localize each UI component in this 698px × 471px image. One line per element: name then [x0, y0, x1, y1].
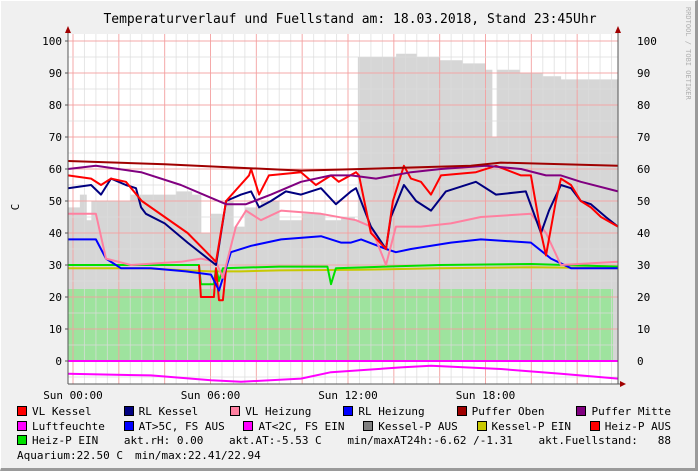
- series-heiz-p-ein: [68, 263, 619, 286]
- legend-label: VL Kessel: [32, 405, 92, 418]
- series-rl-heizung: [68, 235, 618, 292]
- y-tick-label: 90: [49, 67, 62, 80]
- legend-label: Kessel-P AUS: [378, 419, 458, 433]
- axis-arrow-icon: [615, 26, 621, 33]
- y-tick-label-right: 50: [637, 195, 650, 208]
- y-tick-label: 30: [49, 259, 62, 272]
- legend-item: RL Heizung: [343, 405, 425, 420]
- legend-stat: Aquarium:22.50 C: [17, 448, 123, 462]
- legend-label: Luftfeuchte: [32, 419, 105, 433]
- y-axis-label: C: [9, 204, 22, 211]
- watermark: RRDTOOL / TOBI OETIKER: [684, 7, 692, 101]
- legend-stat: akt.Fuellstand: 88: [538, 434, 671, 447]
- series-at-2c-fs-ein: [67, 364, 619, 383]
- y-tick-label: 10: [49, 323, 62, 336]
- legend-label: Heiz-P EIN: [32, 434, 99, 447]
- y-tick-label-right: 10: [637, 323, 650, 336]
- legend-item: Puffer Oben: [456, 405, 545, 420]
- series-puffer-mitte: [67, 164, 619, 206]
- x-tick-label: Sun 18:00: [456, 389, 516, 401]
- legend-label: Puffer Oben: [471, 405, 545, 418]
- legend-label: VL Heizung: [245, 405, 312, 418]
- y-tick-label-right: 0: [637, 355, 644, 368]
- legend-swatch: [123, 406, 134, 416]
- legend-label: Puffer Mitte: [591, 405, 671, 418]
- legend-item: VL Kessel: [17, 405, 92, 420]
- y-tick-label-right: 40: [637, 227, 650, 240]
- legend-item: Luftfeuchte: [17, 420, 105, 435]
- legend-row: Aquarium:22.50 C min/max:22.41/22.94: [17, 449, 683, 464]
- legend-swatch: [476, 420, 487, 431]
- y-tick-label-right: 30: [637, 259, 650, 272]
- chart-title: Temperaturverlauf und Fuellstand am: 18.…: [103, 12, 596, 27]
- series-vl-heizung: [68, 209, 619, 279]
- legend-row: Heiz-P EIN akt.rH: 0.00 akt.AT:-5.53 C min/…: [17, 434, 683, 449]
- legend-item: AT>5C, FS AUS: [123, 419, 225, 435]
- legend: VL Kessel RL Kessel VL Heizung RL Heizung Pu…: [17, 405, 683, 463]
- y-tick-label: 0: [55, 355, 62, 368]
- y-tick-label-right: 20: [637, 291, 650, 304]
- x-tick-label: Sun 00:00: [43, 389, 103, 401]
- plot-area: 0 0 10 10 20 20 30 30 40 40 50 50 60 60 70 70 80 80 90 90 10…: [42, 26, 657, 402]
- legend-swatch: [230, 406, 241, 416]
- legend-swatch: [343, 406, 354, 416]
- legend-stat: akt.AT:-5.53 C: [228, 434, 322, 447]
- legend-item: RL Kessel: [123, 405, 199, 420]
- y-tick-label-right: 60: [637, 163, 650, 176]
- legend-label: AT<2C, FS EIN: [258, 419, 345, 433]
- series-puffer-oben: [67, 160, 619, 172]
- legend-label: AT>5C, FS AUS: [138, 419, 225, 433]
- axis-arrow-icon: [620, 381, 626, 387]
- legend-stat: akt.rH: 0.00: [123, 434, 204, 447]
- legend-item: Heiz-P AUS: [589, 419, 671, 435]
- legend-swatch: [17, 406, 27, 416]
- series-heiz-p-aus: [198, 264, 228, 302]
- legend-label: Kessel-P EIN: [491, 419, 572, 433]
- legend-swatch: [576, 406, 587, 416]
- legend-item: AT<2C, FS EIN: [243, 419, 345, 435]
- legend-swatch: [589, 420, 600, 431]
- y-tick-label-right: 70: [637, 131, 650, 144]
- y-tick-label-right: 80: [637, 99, 650, 112]
- legend-item: Puffer Mitte: [576, 405, 671, 420]
- y-tick-label: 50: [49, 195, 62, 208]
- legend-row: VL Kessel RL Kessel VL Heizung RL Heizung Pu…: [17, 405, 683, 420]
- legend-label: RL Heizung: [358, 405, 425, 418]
- series-rl-kessel: [67, 177, 619, 266]
- legend-swatch: [363, 420, 374, 431]
- legend-swatch: [17, 420, 27, 431]
- legend-item: Kessel-P EIN: [476, 419, 572, 435]
- axis-arrow-icon: [65, 26, 71, 33]
- y-tick-label: 80: [49, 99, 62, 112]
- legend-swatch: [17, 435, 27, 445]
- legend-row: Luftfeuchte AT>5C, FS AUS AT<2C, FS EIN Kes…: [17, 420, 683, 435]
- legend-item: Kessel-P AUS: [363, 419, 458, 435]
- chart: Temperaturverlauf und Fuellstand am: 18.…: [9, 7, 692, 402]
- y-tick-label-right: 90: [637, 67, 650, 80]
- x-tick-label: Sun 12:00: [318, 389, 378, 401]
- x-tick-label: Sun 06:00: [181, 389, 241, 401]
- legend-swatch: [456, 406, 467, 416]
- legend-swatch: [243, 420, 254, 431]
- y-tick-label: 60: [49, 163, 62, 176]
- legend-stat: min/maxAT24h:-6.62 /-1.31: [347, 434, 513, 447]
- y-tick-label: 40: [49, 227, 62, 240]
- y-tick-label: 100: [42, 35, 62, 48]
- legend-label: RL Kessel: [138, 405, 199, 418]
- y-tick-label: 20: [49, 291, 62, 304]
- legend-item: Heiz-P EIN: [17, 434, 98, 449]
- y-tick-label-right: 100: [637, 35, 657, 48]
- legend-item: VL Heizung: [230, 405, 311, 420]
- y-tick-label: 70: [49, 131, 62, 144]
- legend-stat: min/max:22.41/22.94: [134, 448, 261, 462]
- legend-label: Heiz-P AUS: [604, 419, 671, 433]
- area-aquarium: [67, 289, 613, 361]
- series-vl-kessel: [67, 164, 619, 263]
- legend-swatch: [123, 420, 134, 431]
